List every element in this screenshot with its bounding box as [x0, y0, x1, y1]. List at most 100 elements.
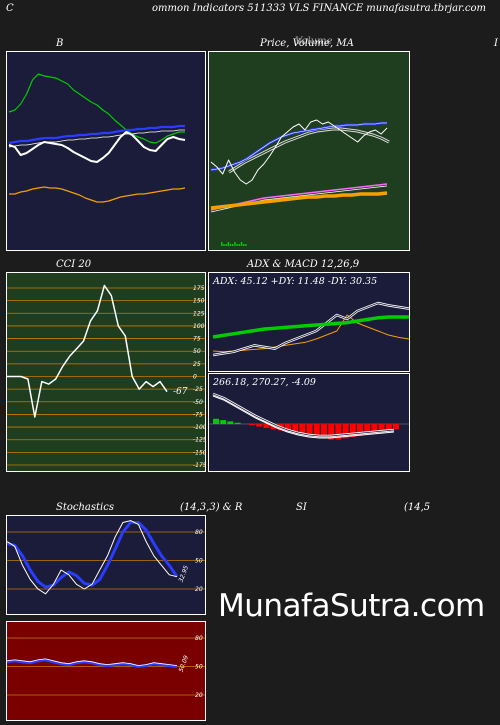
price-chart: [210, 119, 390, 246]
bb-title: B: [56, 38, 64, 49]
cci-tick-label: 50: [193, 348, 201, 355]
price-title-b: Volume,: [292, 38, 334, 49]
macd-histogram-bar: [213, 418, 219, 424]
adx-title: ADX & MACD 12,26,9: [247, 259, 360, 270]
macd-histogram-bar: [364, 424, 371, 435]
adx-minus-dy-inner: [212, 302, 409, 356]
bollinger-panel: [6, 51, 206, 251]
macd-histogram-bar: [385, 424, 392, 431]
price-volume-bar: [240, 242, 243, 246]
macd-histogram-bar: [349, 424, 356, 437]
price-volume-bar: [232, 244, 234, 246]
price-title: Price, Volume, MA: [260, 38, 354, 49]
header-left-letter: C: [6, 3, 14, 14]
stoch-tick-label: 80: [195, 529, 203, 536]
macd-histogram-bar: [393, 424, 399, 430]
macd-panel: 266.18, 270.27, -4.09: [208, 373, 410, 472]
macd-readout: 266.18, 270.27, -4.09: [213, 377, 316, 388]
price-volume-bar: [225, 244, 227, 246]
bb-mid-band-b: [8, 129, 185, 148]
price-title-c: MA: [336, 38, 354, 49]
macd-histogram-bar: [328, 424, 335, 440]
price-volume-bar: [243, 244, 245, 246]
macd-histogram-bar: [285, 424, 291, 432]
rsi-params: (14,5: [404, 502, 431, 513]
adx-plus-dy: [212, 314, 409, 353]
macd-histogram-bar: [256, 424, 263, 427]
macd-histogram-bar: [227, 421, 234, 424]
rsi-value-label: 50.09: [178, 654, 191, 673]
cci-tick-label: -25: [193, 386, 203, 393]
cci-tick-label: 175: [193, 285, 205, 292]
cci-tick-label: 75: [193, 336, 201, 343]
adx-line: [212, 315, 409, 339]
stoch-tick-label: 50: [195, 558, 203, 565]
price-ma-upper-inner: [228, 128, 390, 173]
rsi-line: [7, 658, 178, 668]
rsi-title: SI: [296, 502, 307, 513]
price-volume-bar: [234, 242, 236, 246]
cci-tick-label: -100: [193, 424, 206, 431]
macd-chart: [209, 392, 409, 440]
macd-histogram-bar: [371, 424, 378, 434]
cci-tick-label: 125: [193, 310, 205, 317]
macd-histogram-bar: [249, 424, 255, 426]
stoch-value-label: 32.95: [178, 565, 191, 584]
price-ma-orange: [210, 191, 388, 210]
stoch-k-line: [7, 520, 178, 595]
cci-tick-label: -175: [193, 462, 206, 469]
price-ma-blue-core: [210, 122, 387, 171]
macd-histogram-bar: [220, 420, 227, 424]
rsi-line-core: [7, 658, 178, 666]
price-title-overlap: Volume: [295, 36, 333, 47]
rsi-chart: 80 50 20 50.09: [7, 635, 205, 699]
macd-histogram-bar: [313, 424, 320, 437]
price-volume-bar: [223, 244, 225, 246]
cci-value-label: -67: [173, 387, 188, 397]
price-volume-bar: [236, 244, 238, 246]
cci-tick-label: 100: [193, 323, 205, 330]
price-volume-bar: [227, 242, 230, 246]
macd-line: [212, 395, 395, 439]
price-panel: [208, 51, 410, 251]
rsi-tick-label: 50: [195, 664, 203, 671]
macd-signal-inner: [212, 393, 395, 437]
cci-tick-label: -125: [193, 437, 206, 444]
macd-histogram-bar: [306, 424, 313, 436]
cci-title: CCI 20: [56, 259, 92, 270]
cci-tick-label: 0: [193, 374, 197, 381]
adx-panel: ADX: 45.12 +DY: 11.48 -DY: 30.35: [208, 272, 410, 372]
price-volume-bar: [229, 244, 232, 246]
macd-histogram-bar: [292, 424, 299, 434]
price-volume-bar: [238, 244, 241, 246]
bb-price-line: [8, 131, 186, 163]
cci-tick-label: 25: [193, 361, 201, 368]
macd-histogram-bar: [321, 424, 327, 439]
price-close-line: [210, 119, 388, 185]
cci-panel: 175 150 125 100 75 50 25 0 -25 -50 -75 -100 -125 -150…: [6, 272, 206, 472]
macd-histogram-bar: [357, 424, 363, 436]
price-title-a: Price,: [260, 38, 290, 49]
macd-histogram-bar: [378, 424, 385, 432]
macd-histogram-bar: [263, 424, 270, 428]
cci-tick-label: -75: [193, 411, 203, 418]
cci-tick-label: -50: [193, 399, 203, 406]
page-title: ommon Indicators 511333 VLS FINANCE muna…: [152, 3, 487, 14]
stoch-params: (14,3,3) & R: [180, 502, 243, 513]
cci-chart: 175 150 125 100 75 50 25 0 -25 -50 -75 -100 -125 -150…: [7, 284, 206, 469]
adx-readout: ADX: 45.12 +DY: 11.48 -DY: 30.35: [213, 276, 378, 287]
macd-histogram-bar: [342, 424, 349, 439]
price-volume-bar: [221, 242, 223, 246]
rsi-panel: 80 50 20 50.09: [6, 621, 206, 721]
price-volume-bar: [245, 244, 247, 246]
stoch-chart: 80 50 20 32.95: [7, 520, 205, 595]
macd-histogram-bar: [335, 424, 342, 440]
rsi-tick-label: 80: [195, 635, 203, 642]
cci-line: [7, 284, 168, 418]
macd-histogram-bar: [234, 422, 241, 424]
bb-lower-band: [9, 186, 186, 203]
macd-histogram-bar: [299, 424, 306, 435]
bb-upper-band: [8, 73, 185, 144]
bollinger-chart: [8, 73, 186, 203]
adx-chart: [212, 301, 409, 357]
